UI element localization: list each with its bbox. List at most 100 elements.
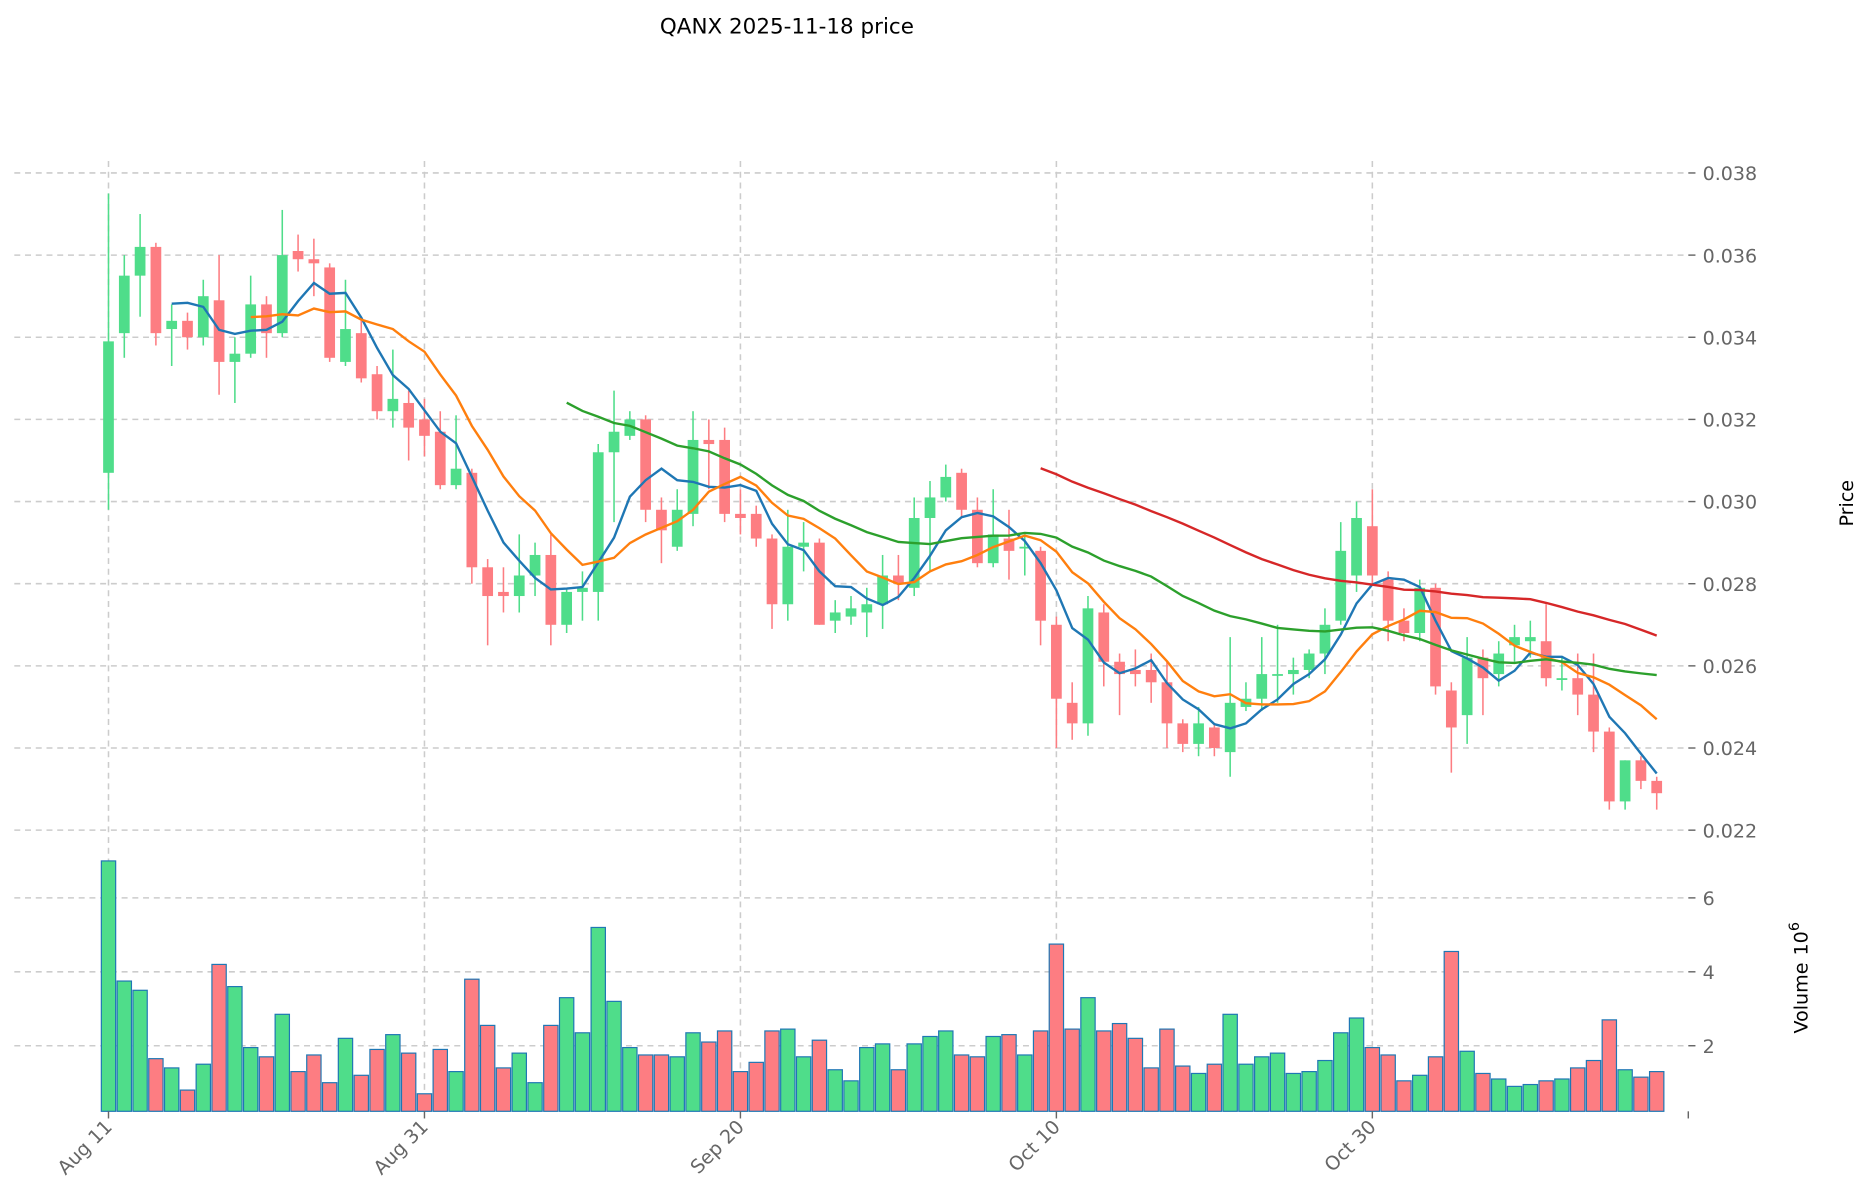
- price-tick-label: 0.038: [1703, 163, 1758, 185]
- candle-body: [1588, 694, 1599, 732]
- volume-bar: [179, 1089, 196, 1112]
- candle-body: [118, 275, 130, 334]
- candle-body: [403, 402, 415, 428]
- volume-tick-label: 2: [1703, 1036, 1715, 1058]
- volume-bar: [100, 860, 117, 1112]
- candle-body: [292, 251, 304, 260]
- volume-bar: [827, 1069, 843, 1112]
- date-tick-label: Oct 10: [1004, 1116, 1064, 1176]
- candle-body: [829, 612, 841, 621]
- volume-bar: [606, 1000, 622, 1112]
- volume-bar: [653, 1054, 670, 1112]
- price-tick-label: 0.030: [1703, 492, 1758, 514]
- volume-bar: [242, 1046, 259, 1112]
- candle-body: [940, 476, 952, 498]
- volume-bar: [732, 1071, 749, 1112]
- volume-bar: [1317, 1059, 1333, 1112]
- candle-body: [1130, 669, 1141, 675]
- price-tick-label: 0.024: [1703, 738, 1758, 760]
- volume-bar: [1601, 1019, 1618, 1112]
- candle-body: [798, 542, 809, 547]
- candle-body: [624, 419, 636, 436]
- candle-body: [735, 513, 746, 518]
- volume-bar: [527, 1082, 543, 1112]
- volume-bar: [716, 1030, 733, 1112]
- volume-bar: [1569, 1067, 1586, 1112]
- price-tick-label: 0.028: [1703, 574, 1758, 596]
- volume-bar: [701, 1041, 717, 1112]
- volume-bar: [1585, 1059, 1602, 1112]
- volume-bars: [100, 860, 1665, 1112]
- volume-bar: [1032, 1030, 1049, 1112]
- price-tick-label: 0.032: [1703, 410, 1758, 432]
- ma-60-line: [1040, 467, 1658, 637]
- volume-bar: [1111, 1022, 1128, 1112]
- candle-body: [893, 575, 904, 584]
- candle-body: [434, 431, 446, 486]
- candle-body: [1382, 579, 1394, 621]
- ma-30-line: [566, 401, 1657, 677]
- volume-bar: [448, 1071, 464, 1112]
- volume-bar: [1348, 1017, 1365, 1112]
- volume-bar: [748, 1061, 764, 1112]
- volume-bar: [795, 1056, 812, 1112]
- candle-body: [466, 472, 478, 568]
- candle-body: [1366, 526, 1378, 576]
- volume-bar: [1048, 943, 1065, 1112]
- volume-bar: [1617, 1069, 1633, 1112]
- volume-bar: [685, 1032, 701, 1112]
- candle-body: [1398, 620, 1410, 634]
- candle-body: [877, 575, 888, 605]
- volume-bar: [1285, 1072, 1302, 1112]
- volume-bar: [1238, 1063, 1254, 1112]
- volume-bar: [985, 1035, 1001, 1112]
- volume-bar: [416, 1093, 433, 1112]
- candle-body: [371, 374, 383, 412]
- candle-body: [166, 320, 178, 330]
- candle-body: [577, 587, 588, 592]
- volume-bar: [922, 1035, 938, 1112]
- volume-bar: [637, 1054, 654, 1112]
- volume-bar: [1159, 1028, 1175, 1112]
- candle-body: [656, 509, 667, 531]
- candle-body: [1256, 674, 1268, 699]
- volume-bar: [479, 1024, 496, 1112]
- date-tick-label: Aug 31: [369, 1116, 432, 1179]
- volume-bar: [400, 1052, 417, 1112]
- candle-body: [150, 246, 162, 334]
- price-tick-label: 0.034: [1703, 327, 1758, 349]
- candle-body: [1635, 760, 1647, 781]
- candle-body: [1319, 624, 1331, 654]
- candle-body: [1082, 608, 1094, 724]
- date-tick-label: Sep 20: [686, 1116, 748, 1178]
- candle-body: [924, 497, 936, 518]
- volume-bar: [195, 1063, 212, 1112]
- volume-bar: [1064, 1028, 1080, 1112]
- candle-body: [592, 452, 604, 592]
- volume-bar: [890, 1069, 907, 1112]
- ma-5-line: [171, 281, 1658, 775]
- volume-bar: [1333, 1032, 1349, 1112]
- candle-body: [719, 439, 730, 514]
- volume-bar: [1427, 1056, 1444, 1112]
- candle-body: [513, 575, 525, 597]
- candle-body: [1177, 723, 1189, 744]
- volume-bar: [148, 1058, 164, 1112]
- volume-bar: [590, 926, 606, 1112]
- volume-bar: [843, 1080, 859, 1112]
- candle-body: [1272, 674, 1283, 676]
- candle-body: [1066, 702, 1078, 724]
- volume-bar: [764, 1030, 780, 1112]
- candle-body: [1556, 678, 1568, 680]
- volume-bar: [274, 1013, 291, 1112]
- volume-bar: [1096, 1030, 1112, 1112]
- candle-body: [1430, 587, 1441, 687]
- volume-bar: [1380, 1054, 1396, 1112]
- volume-bar: [1459, 1050, 1475, 1112]
- volume-bar: [859, 1046, 875, 1112]
- volume-axis-label: Volume 106: [1787, 922, 1812, 1033]
- volume-bar: [227, 985, 243, 1112]
- volume-bar: [1301, 1071, 1317, 1112]
- volume-bar: [306, 1054, 322, 1112]
